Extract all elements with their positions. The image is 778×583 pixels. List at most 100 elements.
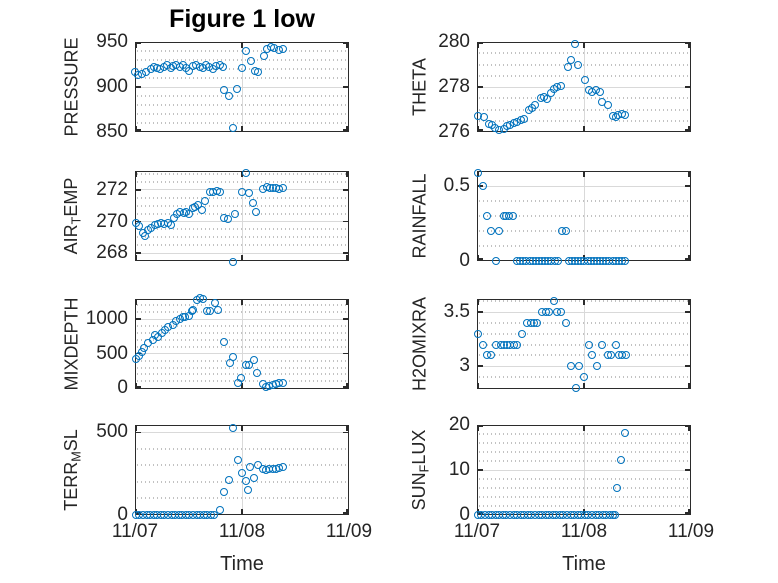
y-tick-label: 0 — [459, 504, 470, 525]
data-point — [621, 428, 630, 437]
data-point — [242, 477, 250, 486]
y-axis-label-text: H2OMIXRA — [409, 296, 430, 392]
x-tick-mark — [688, 509, 690, 514]
y-tick-label: 900 — [96, 76, 128, 97]
y-tick-label: 268 — [96, 242, 128, 264]
data-point — [278, 184, 287, 193]
data-point — [575, 362, 584, 371]
data-point — [561, 227, 570, 235]
data-point — [492, 257, 501, 265]
major-gridline — [583, 172, 585, 260]
data-point — [518, 329, 527, 338]
data-point — [550, 297, 559, 306]
y-tick-label: 0.5 — [443, 175, 470, 196]
data-point — [224, 476, 233, 485]
x-tick-mark — [241, 300, 243, 305]
x-tick-mark — [346, 383, 348, 388]
major-gridline — [583, 43, 585, 131]
y-tick-mark — [478, 311, 483, 313]
x-tick-label: 11/09 — [667, 521, 715, 542]
subplot-terr-msl: 0 500 TERRMSL 11/07 11/08 11/09 Time — [61, 421, 372, 575]
x-tick-mark — [135, 172, 137, 177]
y-tick-mark — [685, 311, 690, 313]
x-tick-mark — [688, 172, 690, 177]
subplot-air-temp: 268 270 272 AIRTEMP — [61, 168, 349, 266]
data-point — [573, 60, 582, 69]
y-tick-mark — [343, 318, 348, 320]
data-point — [611, 511, 620, 519]
data-point — [198, 295, 207, 303]
y-tick-mark — [136, 129, 141, 131]
y-tick-mark — [478, 129, 483, 131]
data-point — [245, 361, 254, 370]
data-point — [248, 198, 257, 207]
data-point — [189, 306, 198, 315]
y-axis-label: MIXDEPTH — [62, 297, 83, 390]
y-tick-label: 3.5 — [443, 301, 470, 322]
data-point — [473, 168, 482, 177]
y-tick-mark — [685, 185, 690, 187]
y-tick-mark — [685, 129, 690, 131]
x-axis-label: Time — [220, 553, 264, 575]
x-tick-mark — [688, 383, 690, 388]
y-axis-label-text: MIXDEPTH — [61, 297, 82, 391]
x-tick-mark — [346, 126, 348, 131]
data-point — [580, 76, 589, 85]
y-axis-label: RAINFALL — [410, 173, 431, 258]
x-tick-mark — [477, 426, 479, 431]
major-gridline — [583, 300, 585, 388]
major-gridline — [583, 426, 585, 514]
data-point — [232, 84, 241, 93]
data-point — [230, 209, 239, 218]
y-tick-mark — [478, 86, 483, 88]
y-axis-label: H2OMIXRA — [410, 297, 431, 391]
y-tick-mark — [685, 512, 690, 514]
data-point — [621, 257, 630, 265]
data-point — [237, 468, 246, 477]
data-point — [278, 379, 287, 388]
data-point — [250, 355, 259, 364]
y-tick-label: 0 — [117, 377, 128, 399]
y-tick-mark — [343, 431, 348, 434]
x-tick-mark — [135, 300, 137, 305]
data-point — [494, 227, 503, 235]
data-point — [242, 47, 251, 55]
y-axis-label-text: EMP — [60, 177, 81, 217]
data-point — [473, 329, 482, 338]
major-gridline — [241, 172, 243, 260]
y-tick-label: 20 — [448, 414, 470, 435]
x-tick-mark — [688, 126, 690, 131]
data-point — [513, 340, 522, 349]
data-point — [215, 506, 224, 515]
data-point — [580, 373, 588, 382]
y-tick-mark — [343, 220, 348, 223]
data-point — [254, 67, 263, 76]
y-tick-label: 3 — [459, 355, 470, 377]
y-tick-mark — [478, 258, 483, 260]
x-tick-mark — [477, 300, 479, 305]
x-tick-mark — [477, 43, 479, 48]
y-axis-label-subscript: M — [69, 451, 84, 462]
x-tick-mark — [241, 383, 243, 388]
y-tick-label: 10 — [448, 459, 470, 480]
data-point — [233, 455, 242, 464]
x-tick-mark — [346, 43, 348, 48]
data-point — [508, 212, 517, 220]
figure-title: Figure 1 low — [169, 5, 315, 33]
data-point — [250, 473, 259, 482]
data-point — [478, 340, 487, 349]
x-tick-mark — [583, 43, 585, 48]
data-point — [244, 486, 253, 495]
data-point — [479, 182, 488, 190]
data-point — [487, 351, 496, 360]
data-point — [482, 212, 491, 220]
y-tick-mark — [136, 318, 141, 320]
x-tick-mark — [346, 255, 348, 260]
subplot-theta: 276 278 280 THETA — [410, 31, 691, 142]
y-tick-mark — [685, 469, 690, 471]
y-tick-mark — [343, 129, 348, 131]
y-axis-label-subscript: T — [69, 216, 84, 225]
x-tick-mark — [583, 426, 585, 431]
data-point — [584, 340, 593, 349]
data-point — [251, 208, 260, 217]
